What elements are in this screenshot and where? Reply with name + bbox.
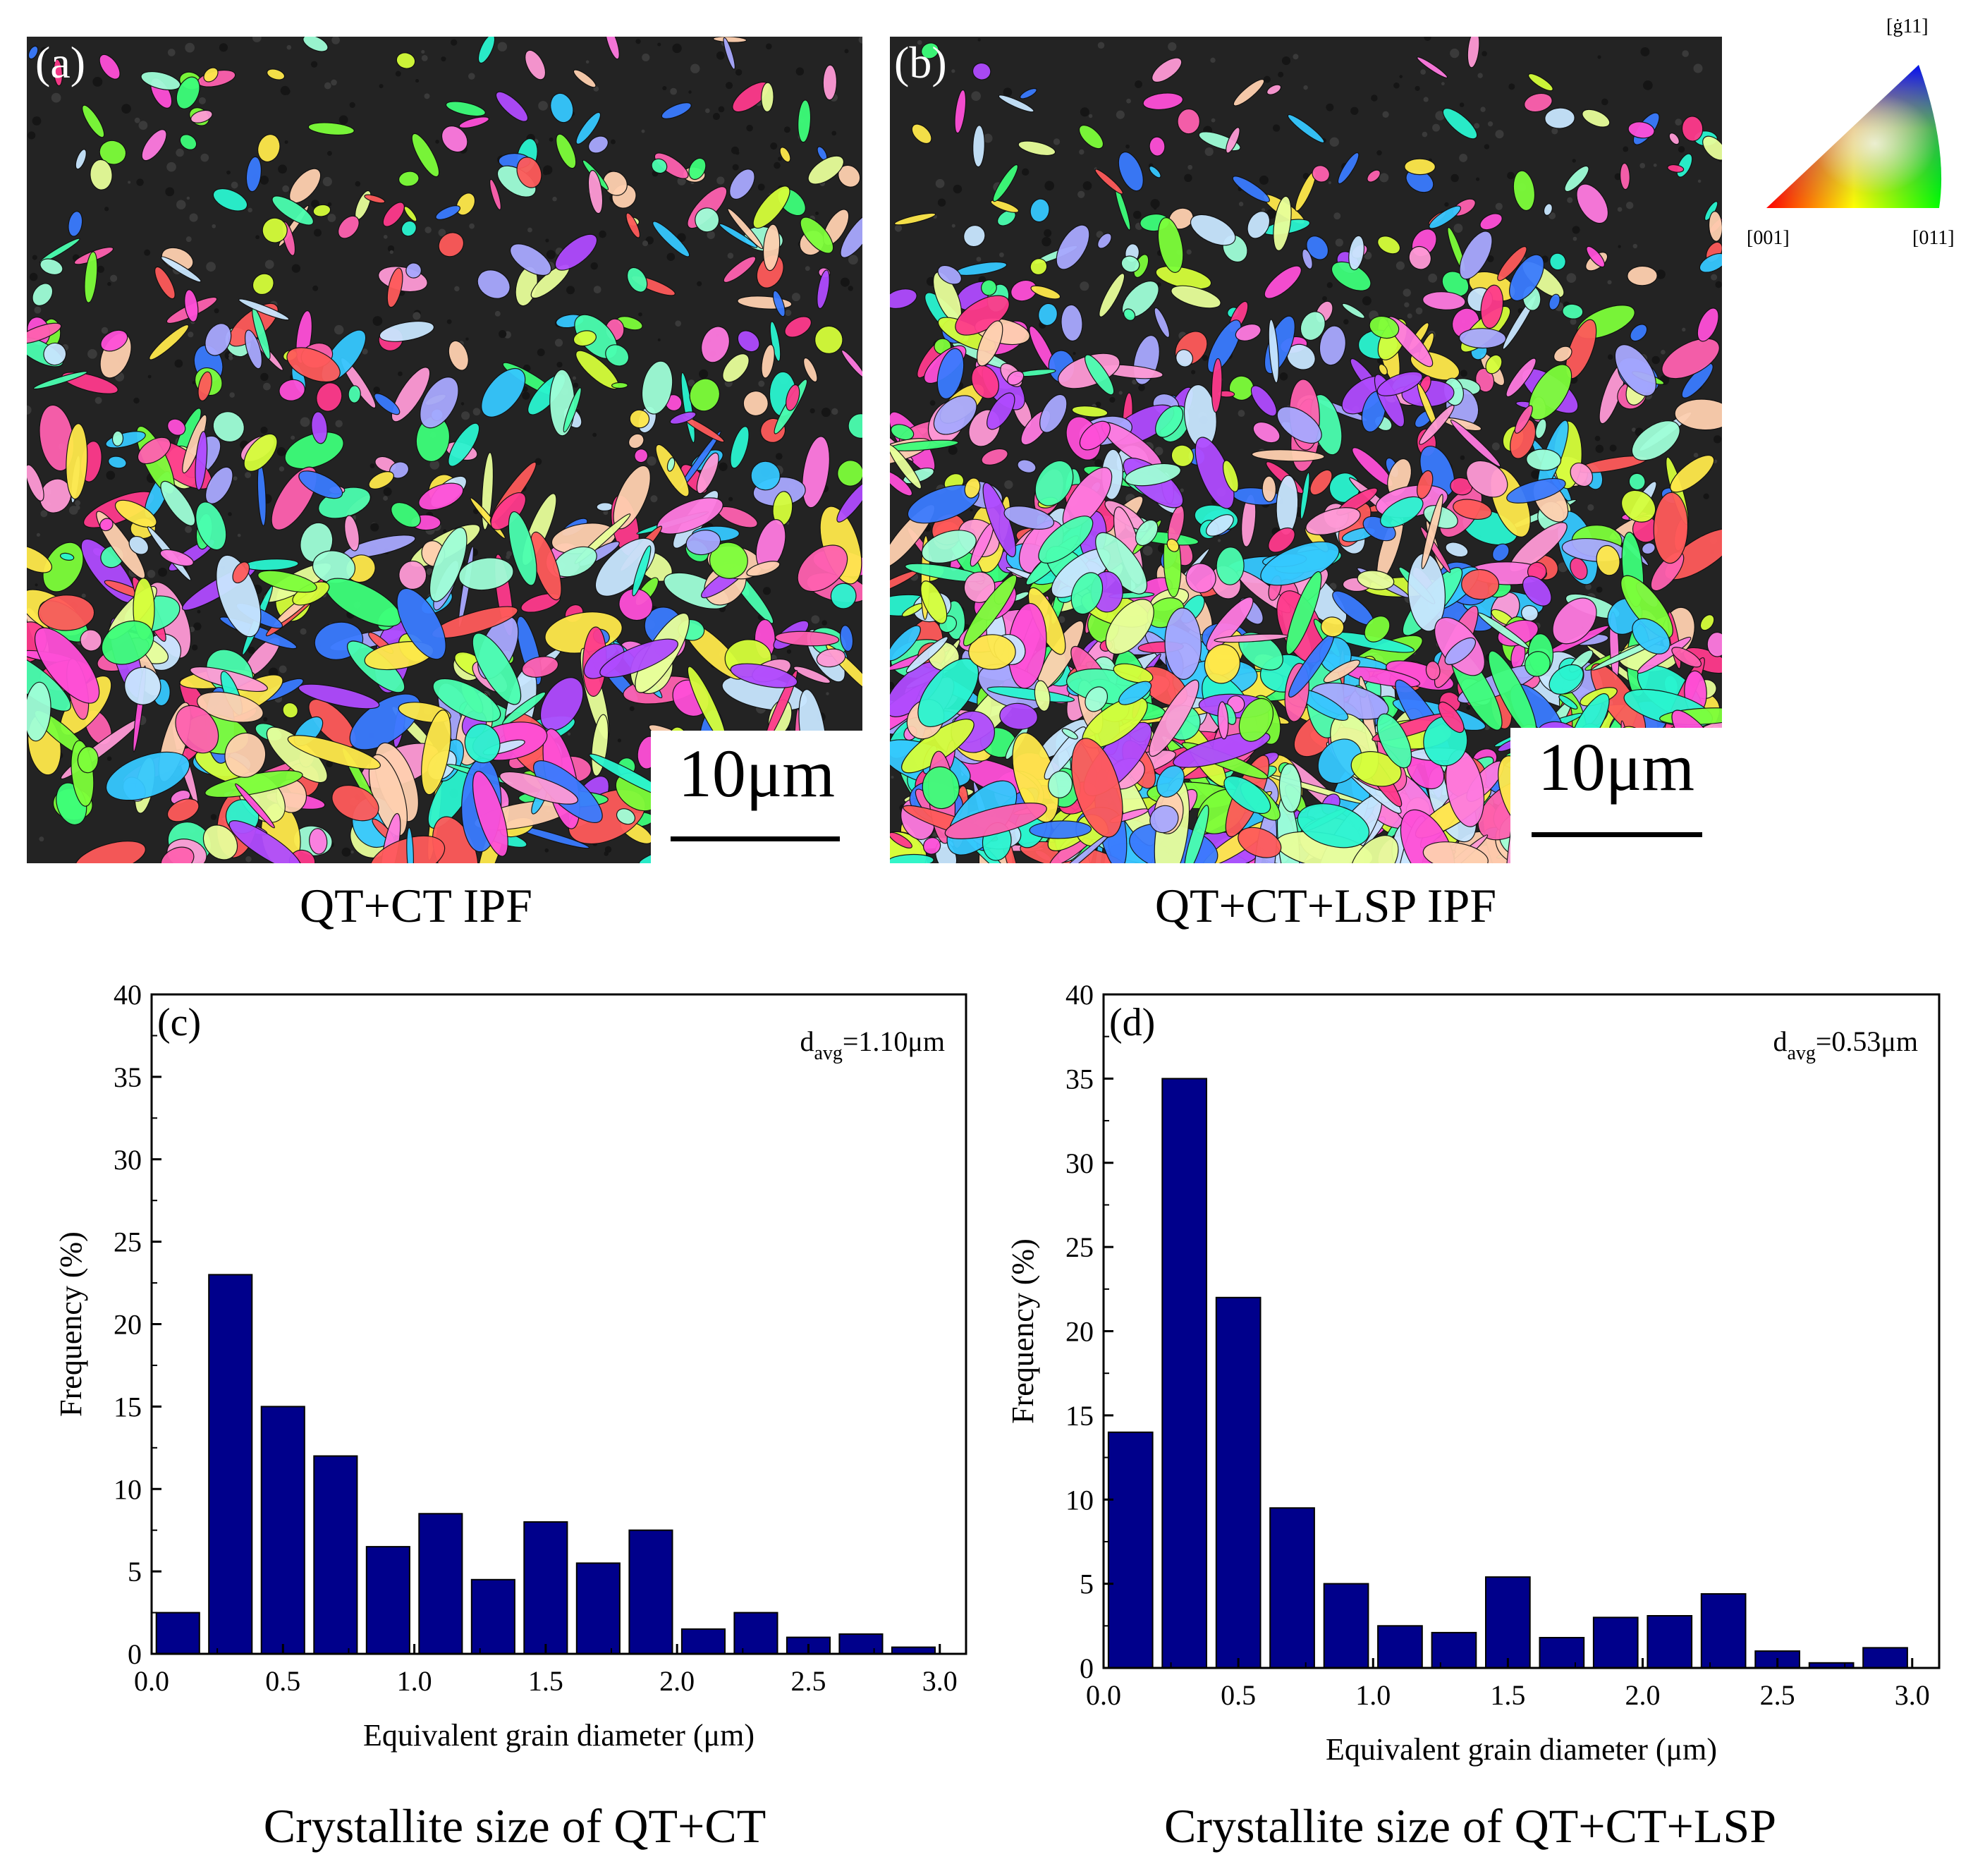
bar-10 — [680, 1628, 726, 1655]
scale-bar-b — [1532, 832, 1702, 837]
caption-chart-c: Crystallite size of QT+CT — [263, 1799, 766, 1853]
y-axis-label: Frequency (%) — [1006, 1238, 1040, 1424]
bar-2 — [1215, 1296, 1262, 1669]
x-tick-label: 0.5 — [1221, 1679, 1256, 1711]
bar-11 — [733, 1612, 778, 1655]
histogram-c: 0 5 10 15 20 25 30 35 40 0.0 0.5 1.0 1.5 2.0 2.5 3.0 Equ… — [54, 979, 967, 1753]
x-tick-label: 3.0 — [1895, 1679, 1930, 1711]
panel-label-b: (b) — [894, 37, 947, 87]
x-tick-label: 1.0 — [397, 1665, 432, 1697]
ipf-map-a: (a) 10μm — [27, 37, 862, 863]
x-tick-label: 2.0 — [1625, 1679, 1661, 1711]
ipf-grain-map-a — [27, 37, 862, 863]
y-tick-label: 10 — [114, 1473, 142, 1505]
x-tick-label: 2.5 — [790, 1665, 826, 1697]
bar-3 — [313, 1455, 358, 1655]
bar-9 — [628, 1529, 673, 1655]
y-tick-label: 5 — [128, 1556, 142, 1588]
bar-0 — [1107, 1431, 1154, 1669]
bar-0 — [155, 1612, 200, 1655]
y-tick-label: 25 — [114, 1226, 142, 1258]
x-tick-label: 1.5 — [1490, 1679, 1525, 1711]
ipf-color-key — [1766, 65, 1942, 208]
x-tick-label: 1.0 — [1355, 1679, 1391, 1711]
bar-6 — [1431, 1631, 1477, 1669]
y-tick-label: 40 — [1065, 979, 1094, 1011]
x-tick-label: 0.0 — [134, 1665, 169, 1697]
bar-13 — [838, 1633, 884, 1655]
y-axis-label: Frequency (%) — [54, 1231, 88, 1417]
x-tick-label: 2.5 — [1760, 1679, 1795, 1711]
y-tick-label: 0 — [1080, 1652, 1094, 1684]
x-tick-label: 3.0 — [922, 1665, 958, 1697]
y-tick-label: 0 — [128, 1638, 142, 1670]
y-tick-label: 15 — [114, 1391, 142, 1423]
x-tick-label: 1.5 — [528, 1665, 563, 1697]
ipf-key-label-011: [011] — [1912, 227, 1955, 249]
bar-2 — [260, 1406, 305, 1655]
scale-bar-box-b: 10μm — [1510, 728, 1722, 863]
histogram-d: 0 5 10 15 20 25 30 35 40 0.0 0.5 1.0 1.5 2.0 2.5 3.0 Equ… — [1006, 979, 1941, 1767]
bar-8 — [1539, 1637, 1585, 1669]
y-tick-label: 30 — [114, 1144, 142, 1176]
y-tick-label: 10 — [1065, 1484, 1094, 1516]
x-tick-label: 0.5 — [265, 1665, 300, 1697]
bar-14 — [1862, 1647, 1908, 1669]
x-axis-label: Equivalent grain diameter (μm) — [1326, 1732, 1717, 1767]
ipf-map-b: (b) 10μm — [890, 37, 1722, 863]
avg-diameter-annotation: davg=0.53μm — [1773, 1025, 1918, 1064]
bar-9 — [1592, 1616, 1639, 1669]
bar-11 — [1700, 1593, 1747, 1669]
x-tick-label: 0.0 — [1086, 1679, 1121, 1711]
bar-5 — [418, 1513, 463, 1655]
ipf-key-label-001: [001] — [1747, 227, 1790, 249]
bar-8 — [575, 1562, 621, 1655]
bar-4 — [365, 1546, 410, 1655]
y-tick-label: 20 — [1065, 1316, 1094, 1348]
bar-1 — [208, 1274, 253, 1655]
bar-10 — [1647, 1615, 1693, 1669]
ipf-key-label-111: [ġ11] — [1886, 16, 1929, 37]
y-tick-label: 20 — [114, 1309, 142, 1341]
y-tick-label: 35 — [114, 1061, 142, 1093]
chart-panel-label: (d) — [1109, 1001, 1155, 1044]
bar-5 — [1377, 1625, 1423, 1669]
bar-6 — [470, 1578, 515, 1655]
scale-bar-a — [671, 836, 840, 841]
y-tick-label: 15 — [1065, 1400, 1094, 1432]
avg-diameter-annotation: davg=1.10μm — [800, 1025, 945, 1064]
scale-bar-text-a: 10μm — [678, 736, 836, 811]
panel-label-a: (a) — [35, 37, 86, 87]
y-tick-label: 35 — [1065, 1063, 1094, 1095]
chart-panel-label: (c) — [157, 1001, 201, 1044]
bar-7 — [523, 1521, 568, 1655]
scale-bar-box-a: 10μm — [651, 731, 862, 863]
y-tick-label: 25 — [1065, 1231, 1094, 1263]
bar-7 — [1485, 1576, 1531, 1669]
y-tick-label: 40 — [114, 979, 142, 1011]
caption-ipf-b: QT+CT+LSP IPF — [1154, 879, 1497, 932]
x-axis-label: Equivalent grain diameter (μm) — [363, 1718, 755, 1753]
bar-4 — [1323, 1583, 1369, 1669]
x-tick-label: 2.0 — [659, 1665, 695, 1697]
y-tick-label: 5 — [1080, 1569, 1094, 1600]
bar-3 — [1269, 1507, 1315, 1669]
caption-ipf-a: QT+CT IPF — [300, 879, 532, 932]
scale-bar-text-b: 10μm — [1537, 729, 1695, 805]
y-tick-label: 30 — [1065, 1147, 1094, 1179]
caption-chart-d: Crystallite size of QT+CT+LSP — [1163, 1799, 1777, 1853]
bar-1 — [1161, 1078, 1207, 1669]
